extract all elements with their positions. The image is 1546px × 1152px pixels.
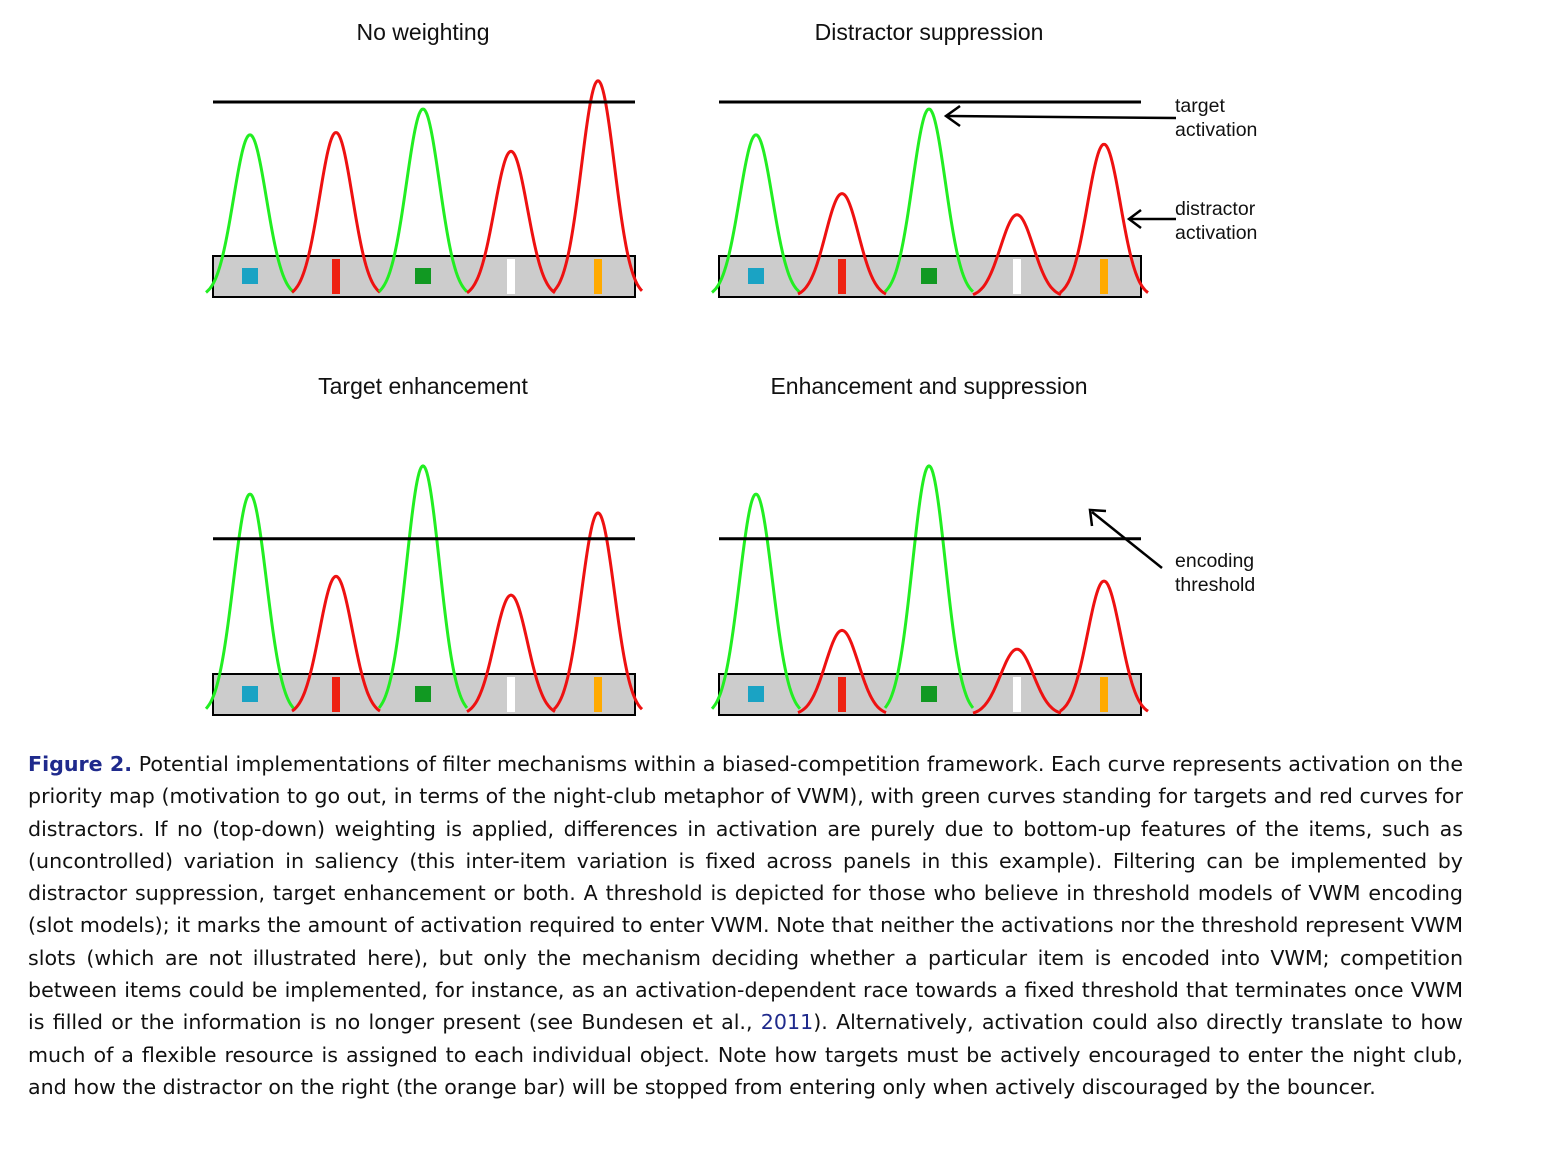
item-markers (242, 677, 602, 712)
item-marker-5 (1100, 259, 1108, 294)
distractor-activation-curve-4 (466, 593, 556, 713)
distractor-activation-curve-4 (466, 149, 556, 295)
caption-text: Potential implementations of filter mech… (28, 752, 1463, 1035)
activation-curves (205, 79, 644, 295)
encoding-threshold-arrowhead (1088, 508, 1107, 527)
item-markers (748, 259, 1108, 294)
distractor-activation-arrowhead (1126, 209, 1142, 229)
activation-curves (204, 464, 644, 713)
panel-enhancement-and-suppression: Enhancement and suppression (710, 373, 1149, 716)
target-activation-curve-3 (883, 107, 975, 293)
item-marker-2 (332, 259, 340, 294)
target-activation-curve-1 (205, 133, 295, 294)
item-marker-4 (1013, 677, 1021, 712)
target-activation-curve-3 (883, 464, 975, 709)
item-marker-2 (838, 677, 846, 712)
panel-title: Target enhancement (318, 373, 528, 399)
target-activation-curve-3 (377, 107, 469, 293)
target-activation-curve-1 (710, 492, 802, 710)
distractor-activation-curve-2 (797, 628, 887, 714)
annotation-distractor-activation: distractor activation (1126, 198, 1257, 244)
item-marker-1 (242, 686, 258, 702)
distractor-activation-curve-5 (1059, 142, 1149, 294)
annotation-encoding-threshold: encoding threshold (1088, 508, 1255, 596)
annotation-label: threshold (1175, 574, 1255, 596)
target-activation-curve-1 (711, 133, 801, 294)
item-marker-4 (1013, 259, 1021, 294)
activation-curves (711, 107, 1149, 297)
item-marker-1 (242, 268, 258, 284)
annotation-target-activation: target activation (943, 95, 1257, 141)
item-marker-1 (748, 686, 764, 702)
distractor-activation-curve-5 (552, 79, 644, 292)
panel-no-weighting: No weighting (205, 19, 644, 298)
item-marker-4 (507, 677, 515, 712)
annotation-label: target (1175, 95, 1225, 117)
item-markers (242, 259, 602, 294)
item-marker-2 (332, 677, 340, 712)
encoding-threshold-arrow (1091, 511, 1163, 569)
annotation-label: distractor (1175, 198, 1256, 220)
panel-title: No weighting (357, 19, 490, 45)
panel-title: Distractor suppression (815, 19, 1044, 45)
figure-label: Figure 2. (28, 752, 133, 776)
annotation-label: activation (1175, 222, 1257, 244)
target-activation-arrowhead (943, 104, 961, 128)
figure-diagram: No weighting Distractor suppression Targ… (204, 19, 1257, 716)
activation-curves (710, 464, 1149, 715)
target-activation-curve-1 (204, 492, 296, 710)
distractor-activation-curve-2 (291, 574, 381, 713)
panel-distractor-suppression: Distractor suppression (711, 19, 1149, 298)
item-markers (748, 677, 1108, 712)
item-marker-5 (594, 677, 602, 712)
annotation-label: encoding (1175, 550, 1254, 572)
distractor-activation-curve-4 (972, 213, 1062, 297)
caption-text-end: ). Alternatively, activation could also … (28, 1010, 1463, 1099)
distractor-activation-curve-5 (1059, 579, 1149, 713)
target-activation-arrow (947, 114, 1177, 120)
panel-target-enhancement: Target enhancement (204, 373, 644, 716)
item-marker-5 (594, 259, 602, 294)
item-marker-3 (415, 268, 431, 284)
figure-caption: Figure 2. Potential implementations of f… (28, 748, 1463, 1103)
item-marker-3 (415, 686, 431, 702)
item-marker-3 (921, 268, 937, 284)
item-marker-1 (748, 268, 764, 284)
item-marker-3 (921, 686, 937, 702)
citation-link-2011[interactable]: 2011 (760, 1010, 814, 1035)
distractor-activation-curve-5 (552, 511, 644, 711)
item-marker-2 (838, 259, 846, 294)
distractor-activation-curve-4 (972, 647, 1062, 715)
panel-title: Enhancement and suppression (770, 373, 1087, 399)
target-activation-curve-3 (377, 464, 469, 709)
distractor-activation-curve-2 (291, 131, 381, 294)
item-marker-5 (1100, 677, 1108, 712)
distractor-activation-curve-2 (797, 192, 887, 296)
annotation-label: activation (1175, 119, 1257, 141)
item-marker-4 (507, 259, 515, 294)
